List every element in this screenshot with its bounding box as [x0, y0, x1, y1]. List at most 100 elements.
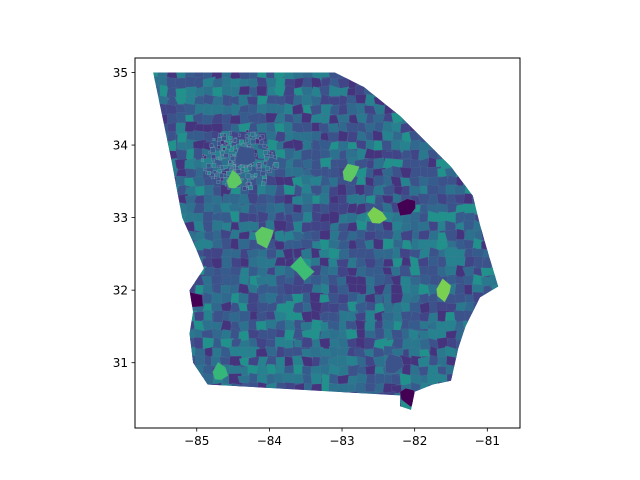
- urban-tract: [212, 170, 217, 175]
- tract-region: [490, 400, 499, 410]
- tract-region: [420, 112, 432, 127]
- tract-region: [463, 338, 477, 350]
- tract-region: [490, 302, 499, 313]
- tract-region: [156, 338, 170, 350]
- tract-region: [166, 211, 180, 227]
- urban-tract: [221, 135, 227, 141]
- tract-region: [153, 338, 162, 352]
- tract-region: [204, 411, 214, 422]
- tract-region: [257, 381, 268, 396]
- tract-region: [436, 120, 448, 133]
- tract-region: [176, 256, 189, 270]
- tract-region: [473, 355, 485, 369]
- urban-tract: [209, 143, 214, 148]
- tract-region: [165, 366, 178, 377]
- tract-region: [176, 276, 189, 286]
- tract-region: [491, 247, 499, 260]
- tract-region: [501, 267, 512, 278]
- tract-region: [435, 72, 448, 82]
- tract-region: [417, 86, 431, 100]
- tract-region: [481, 401, 494, 410]
- tract-region: [490, 374, 499, 387]
- tract-region: [185, 250, 197, 259]
- tract-region: [500, 401, 512, 414]
- tract-region: [437, 381, 450, 395]
- tract-region: [153, 223, 163, 234]
- tract-region: [193, 391, 206, 402]
- highlighted-region: [367, 206, 388, 224]
- x-tick-label: −85: [184, 434, 209, 448]
- tract-region: [490, 355, 499, 369]
- tract-region: [153, 85, 161, 97]
- tract-region: [473, 364, 485, 377]
- tract-region: [257, 411, 269, 422]
- tract-region: [194, 381, 206, 395]
- urban-tract: [251, 176, 255, 180]
- tract-region: [490, 284, 499, 296]
- tract-region: [153, 312, 159, 321]
- tract-region: [491, 204, 499, 214]
- tract-region: [246, 409, 261, 410]
- tract-region: [374, 294, 383, 305]
- tract-region: [211, 275, 222, 285]
- tract-region: [464, 366, 476, 379]
- tract-region: [499, 114, 512, 126]
- tract-region: [175, 338, 187, 350]
- tract-region: [282, 400, 298, 410]
- tract-region: [426, 94, 438, 109]
- tract-region: [481, 373, 495, 385]
- tract-region: [419, 72, 432, 81]
- tract-region: [153, 276, 162, 289]
- tract-region: [373, 75, 385, 89]
- tract-region: [500, 133, 513, 144]
- tract-region: [473, 301, 486, 316]
- tract-region: [372, 184, 386, 196]
- tract-region: [491, 72, 499, 82]
- tract-region: [481, 113, 495, 127]
- tract-region: [157, 212, 172, 226]
- tract-region: [373, 411, 384, 421]
- urban-tract: [238, 165, 242, 169]
- urban-tract: [223, 173, 227, 178]
- tract-region: [346, 409, 361, 410]
- urban-tract: [203, 168, 207, 172]
- urban-tract: [228, 160, 232, 164]
- tract-region: [489, 321, 499, 332]
- tract-region: [338, 401, 350, 410]
- tract-region: [435, 95, 449, 107]
- tract-region: [472, 86, 483, 99]
- tract-region: [409, 276, 421, 287]
- tract-region: [454, 141, 467, 153]
- tract-region: [445, 410, 456, 420]
- tract-region: [153, 139, 160, 155]
- tract-region: [499, 373, 510, 385]
- y-tick-label: 33: [113, 211, 128, 225]
- tract-region: [490, 112, 499, 124]
- tract-region: [481, 409, 494, 410]
- tract-region: [428, 139, 439, 151]
- tract-region: [462, 121, 477, 134]
- tract-region: [237, 401, 253, 410]
- urban-tract: [233, 138, 237, 143]
- tract-region: [447, 111, 459, 127]
- tract-region: [310, 392, 325, 405]
- tract-region: [490, 291, 499, 306]
- tract-region: [167, 292, 179, 307]
- tract-region: [294, 410, 306, 421]
- y-tick-label: 34: [113, 139, 128, 153]
- tract-region: [408, 96, 421, 108]
- tract-region: [284, 382, 296, 395]
- tract-region: [153, 265, 161, 278]
- tract-region: [339, 409, 351, 410]
- tract-region: [157, 114, 168, 125]
- tract-region: [501, 186, 511, 197]
- tract-region: [491, 186, 499, 200]
- tract-region: [471, 105, 484, 116]
- tract-region: [500, 212, 512, 224]
- tract-region: [174, 285, 189, 296]
- tract-region: [382, 258, 394, 267]
- tract-region: [410, 103, 421, 116]
- tract-region: [499, 356, 510, 370]
- tract-region: [471, 176, 485, 188]
- tract-region: [473, 392, 484, 405]
